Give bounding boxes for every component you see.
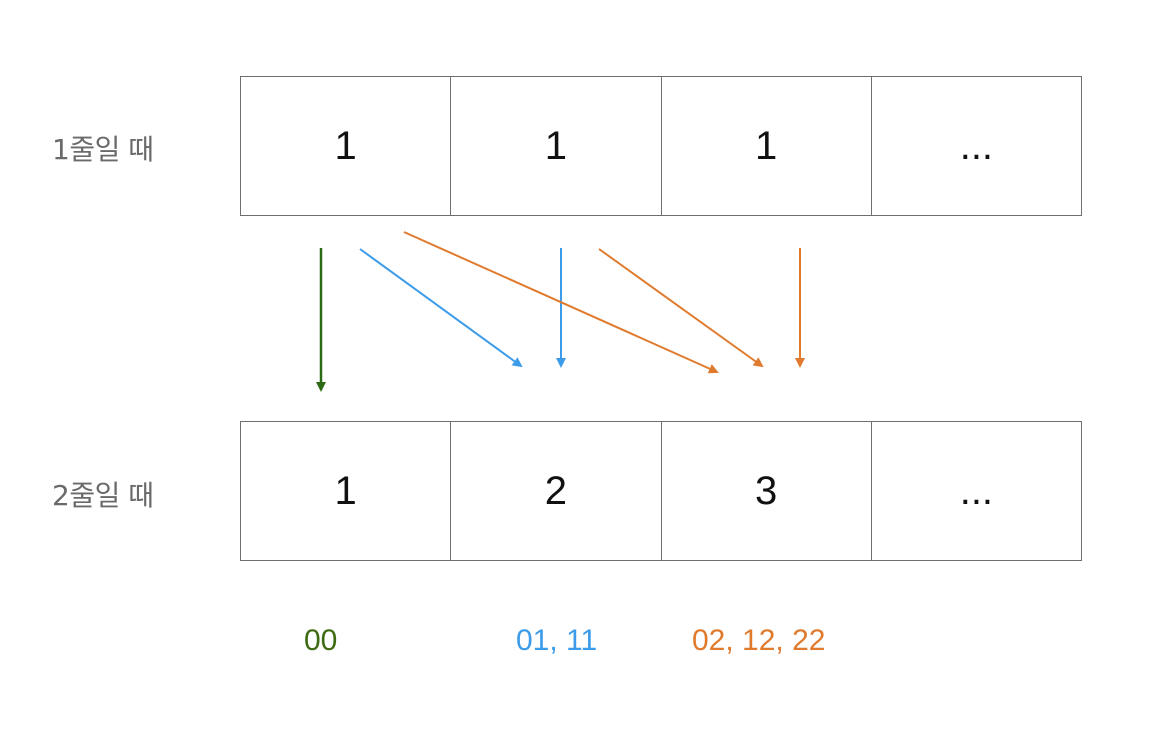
grid-row-2-cell-4: ... xyxy=(959,468,994,513)
legend-green: 00 xyxy=(304,624,338,657)
arrow-orange-02 xyxy=(403,231,719,374)
grid-row-1: 1 1 1 ... xyxy=(240,76,1082,216)
grid-row-1-cell-4: ... xyxy=(959,123,994,168)
arrow-orange-12 xyxy=(598,248,764,368)
grid-row-2-cell-1: 1 xyxy=(241,422,452,560)
row-label-2: 2줄일 때 xyxy=(52,479,154,512)
grid-row-1-cell-3: 1 xyxy=(662,77,872,215)
grid-row-2-cell-3: 3 xyxy=(662,422,872,560)
grid-row-2: 1 2 3 ... xyxy=(240,421,1082,561)
legend-blue: 01, 11 xyxy=(516,624,598,657)
grid-row-1-cell-2: 1 xyxy=(451,77,662,215)
grid-row-2-cell-2: 2 xyxy=(451,422,662,560)
arrow-blue-01 xyxy=(359,248,523,368)
row-label-1: 1줄일 때 xyxy=(52,133,154,166)
legend-orange: 02, 12, 22 xyxy=(692,624,826,657)
grid-row-1-cell-1: 1 xyxy=(241,77,452,215)
